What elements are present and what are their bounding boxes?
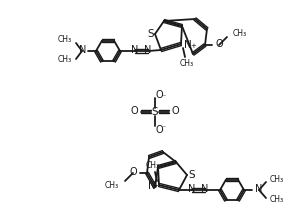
Text: S: S — [188, 170, 195, 180]
Text: O: O — [172, 106, 180, 116]
Text: N: N — [255, 184, 262, 194]
Text: +: + — [152, 183, 158, 189]
Text: N: N — [131, 45, 139, 55]
Text: O: O — [129, 167, 137, 177]
Text: O: O — [131, 106, 138, 116]
Text: ⁻: ⁻ — [161, 92, 165, 102]
Text: S: S — [148, 29, 154, 39]
Text: +: + — [190, 43, 196, 49]
Text: CH₃: CH₃ — [270, 174, 284, 184]
Text: CH₃: CH₃ — [58, 36, 72, 44]
Text: ⁻: ⁻ — [161, 124, 165, 133]
Text: O: O — [156, 125, 164, 135]
Text: N: N — [79, 45, 86, 55]
Text: CH₃: CH₃ — [270, 194, 284, 203]
Text: N: N — [188, 184, 196, 194]
Text: N: N — [148, 181, 156, 191]
Text: CH₃: CH₃ — [233, 29, 247, 37]
Text: CH₃: CH₃ — [105, 181, 119, 189]
Text: O: O — [156, 90, 164, 100]
Text: O: O — [215, 39, 223, 49]
Text: CH₃: CH₃ — [58, 56, 72, 65]
Text: N: N — [201, 184, 209, 194]
Text: CH₃: CH₃ — [180, 58, 194, 68]
Text: N: N — [184, 40, 192, 50]
Text: CH₃: CH₃ — [146, 162, 160, 170]
Text: N: N — [144, 45, 152, 55]
Text: S: S — [152, 107, 158, 117]
